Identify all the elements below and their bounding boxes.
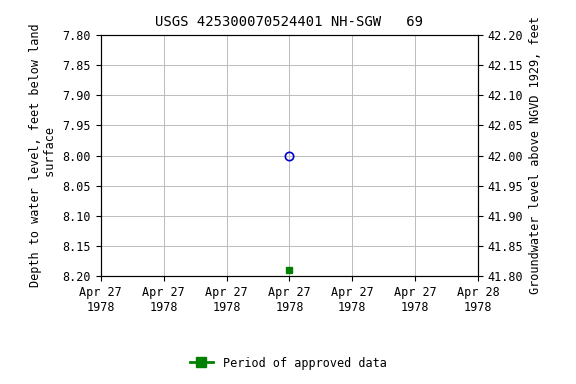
Y-axis label: Groundwater level above NGVD 1929, feet: Groundwater level above NGVD 1929, feet xyxy=(529,17,542,295)
Legend: Period of approved data: Period of approved data xyxy=(185,352,391,374)
Y-axis label: Depth to water level, feet below land
 surface: Depth to water level, feet below land su… xyxy=(29,24,57,287)
Title: USGS 425300070524401 NH-SGW   69: USGS 425300070524401 NH-SGW 69 xyxy=(156,15,423,29)
